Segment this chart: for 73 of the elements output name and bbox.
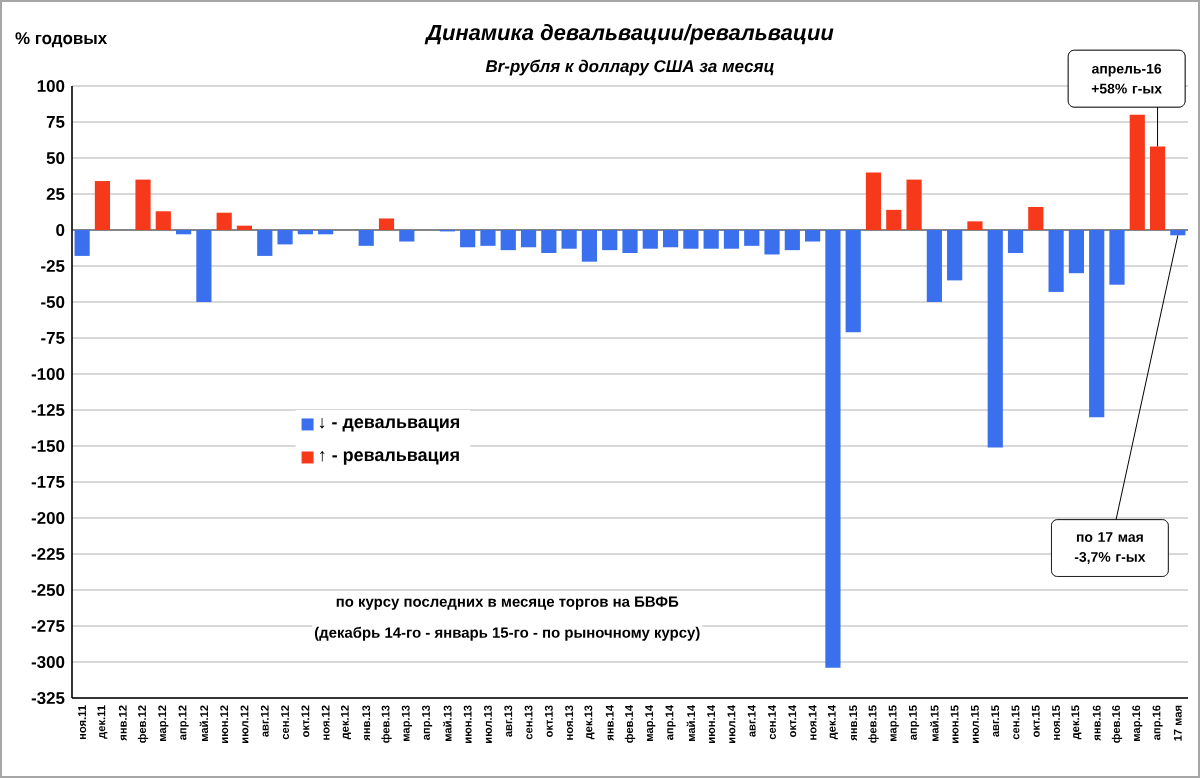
bar: [805, 229, 821, 242]
y-tick-label: 25: [46, 188, 65, 200]
y-tick-label: 0: [56, 224, 65, 236]
chart-title: Динамика девальвации/ревальвации: [424, 24, 834, 45]
bar: [642, 229, 658, 249]
bar: [277, 229, 293, 245]
bar: [399, 229, 415, 242]
bar: [94, 181, 111, 230]
y-tick-label: -250: [31, 584, 65, 596]
bar: [216, 212, 232, 230]
bar: [1007, 229, 1024, 254]
bar: [987, 229, 1003, 448]
bar: [662, 229, 679, 248]
bar: [683, 229, 699, 249]
y-tick-label: -25: [41, 260, 65, 272]
bar: [1068, 229, 1085, 274]
legend-label: ↑ - ревальвация: [320, 450, 459, 465]
y-tick-label: -275: [31, 620, 65, 632]
bar: [1129, 114, 1145, 230]
bar: [561, 229, 577, 249]
y-tick-label: 100: [37, 80, 65, 92]
y-tick-label: 75: [46, 116, 65, 128]
bar: [1028, 206, 1044, 230]
bar: [825, 229, 841, 668]
bar: [764, 229, 780, 255]
bar: [622, 229, 638, 254]
y-tick-label: -125: [31, 404, 65, 416]
bar: [135, 179, 151, 230]
bar: [378, 218, 395, 230]
bar: [1048, 229, 1064, 292]
bar: [541, 229, 557, 254]
bar: [886, 209, 902, 230]
y-tick-label: -50: [41, 296, 65, 308]
bar: [155, 211, 171, 230]
bar: [318, 229, 334, 235]
bar: [926, 229, 942, 302]
bar: [358, 229, 374, 246]
bar: [1149, 146, 1166, 230]
bar: [967, 221, 983, 230]
y-tick-label: -325: [31, 692, 65, 705]
y-tick-label: -200: [31, 512, 65, 524]
bar: [845, 229, 861, 333]
bar: [865, 172, 882, 230]
bar: [602, 229, 618, 251]
bar: [74, 229, 90, 256]
bar: [297, 229, 313, 235]
bar: [500, 229, 516, 251]
bar: [947, 229, 963, 281]
y-tick-label: -175: [31, 476, 65, 488]
bar: [196, 229, 212, 302]
y-tick-label: -225: [31, 548, 65, 560]
chart-subtitle: Br-рубля к доллару США за месяц: [485, 59, 774, 76]
bar: [176, 229, 192, 235]
y-tick-label: -300: [31, 656, 65, 669]
bar: [460, 229, 476, 248]
bar: [581, 229, 598, 262]
bar: [723, 229, 740, 249]
bar: [784, 229, 800, 251]
bar: [1170, 229, 1186, 236]
y-tick-label: -150: [31, 440, 65, 452]
bar: [1089, 229, 1105, 418]
bar: [1109, 229, 1125, 285]
bar: [480, 229, 496, 246]
bar: [744, 229, 760, 246]
bar: [257, 229, 273, 256]
y-tick-label: -75: [41, 332, 65, 344]
bar: [906, 179, 922, 230]
y-tick-label: -100: [31, 368, 65, 380]
y-tick-label: 50: [46, 152, 65, 164]
legend-label: ↓ - девальвация: [319, 417, 460, 432]
y-axis-title: % годовых: [15, 32, 108, 48]
bar: [703, 229, 719, 249]
bar: [520, 229, 537, 248]
